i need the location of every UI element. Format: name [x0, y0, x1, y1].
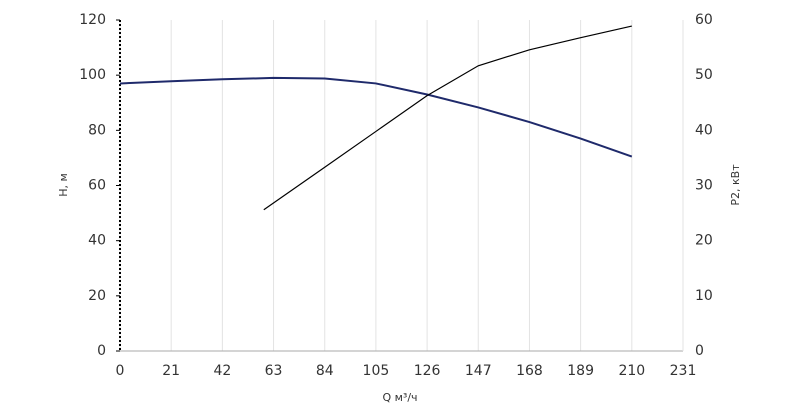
x-tick-label: 21 — [162, 363, 180, 379]
series-line — [119, 76, 633, 158]
x-tick-label: 189 — [567, 363, 594, 379]
x-tick-label: 147 — [465, 363, 492, 379]
y2-tick-label: 20 — [695, 233, 713, 249]
x-tick-label: 168 — [516, 363, 543, 379]
x-tick-label: 105 — [363, 363, 390, 379]
x-tick-label: 210 — [618, 363, 645, 379]
x-axis-title: Q м³/ч — [382, 391, 417, 404]
y2-tick-label: 0 — [695, 343, 704, 359]
y-tick-label: 120 — [79, 12, 106, 28]
y2-tick-label: 30 — [695, 178, 713, 194]
x-tick-label: 84 — [316, 363, 334, 379]
x-tick-label: 63 — [265, 363, 283, 379]
y-tick-label: 100 — [79, 67, 106, 83]
y-axis-title: H, м — [57, 173, 70, 197]
y2-tick-label: 40 — [695, 122, 713, 138]
y-tick-label: 0 — [97, 343, 106, 359]
y2-axis-title: P2, кВт — [729, 164, 742, 206]
y-tick-label: 80 — [88, 122, 106, 138]
series-line — [263, 25, 632, 211]
y2-tick-label: 60 — [695, 12, 713, 28]
x-tick-label: 0 — [116, 363, 125, 379]
y2-tick-label: 10 — [695, 288, 713, 304]
y-tick-label: 60 — [88, 178, 106, 194]
y-tick-label: 20 — [88, 288, 106, 304]
y2-tick-label: 50 — [695, 67, 713, 83]
x-tick-label: 42 — [213, 363, 231, 379]
x-tick-label: 231 — [670, 363, 697, 379]
x-tick-label: 126 — [414, 363, 441, 379]
y-tick-label: 40 — [88, 233, 106, 249]
